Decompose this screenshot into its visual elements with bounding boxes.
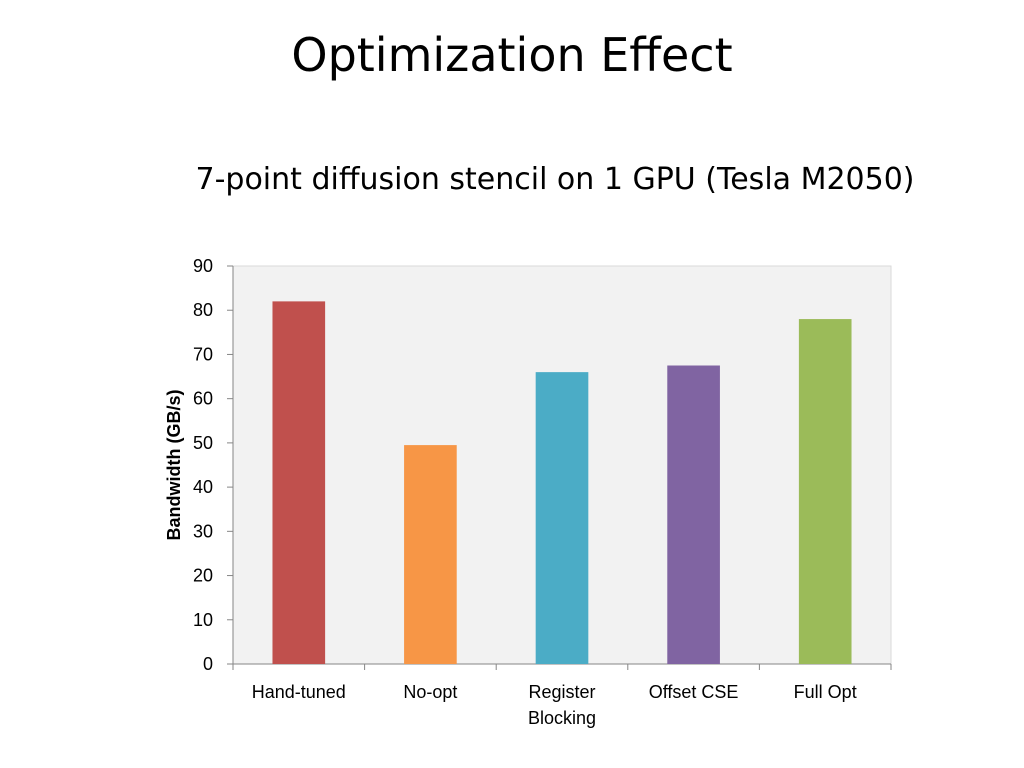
y-tick-label: 70 <box>193 344 213 364</box>
x-tick-label: Register Blocking <box>528 682 596 728</box>
slide-title: Optimization Effect <box>291 28 733 82</box>
bar-no-opt <box>404 445 457 664</box>
y-tick-label: 90 <box>193 256 213 276</box>
bar-full-opt <box>798 319 852 664</box>
chart-title: 7-point diffusion stencil on 1 GPU (Tesl… <box>195 162 915 197</box>
bar-hand-tuned <box>272 301 326 664</box>
y-tick-label: 20 <box>193 566 213 586</box>
y-tick-label: 50 <box>193 433 213 453</box>
bar-register-blocking <box>535 372 589 664</box>
y-tick-label: 40 <box>193 477 213 497</box>
y-axis-title: Bandwidth (GB/s) <box>164 390 184 541</box>
x-tick-label: Hand-tuned <box>252 682 346 702</box>
bar-offset-cse <box>667 365 720 664</box>
y-tick-label: 60 <box>193 389 213 409</box>
x-tick-label: No-opt <box>403 682 457 702</box>
x-tick-label: Offset CSE <box>649 682 739 702</box>
y-tick-label: 80 <box>193 300 213 320</box>
y-tick-label: 10 <box>193 610 213 630</box>
x-tick-label: Full Opt <box>794 682 857 702</box>
y-tick-label: 0 <box>203 654 213 674</box>
y-tick-label: 30 <box>193 521 213 541</box>
